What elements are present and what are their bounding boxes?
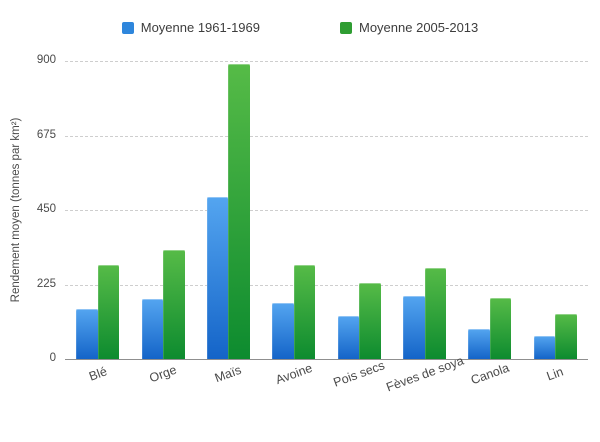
y-tick-label: 0 [49,352,56,364]
x-axis-label: Lin [545,364,566,384]
bar-green-5 [424,267,447,359]
bar-group-5: Fèves de soya [384,61,465,394]
bar-green-3 [293,264,316,359]
bar-green-4 [359,282,381,359]
bar-group-0: Blé [65,61,130,384]
bar-blue-4 [337,315,360,359]
bar-green-2 [228,64,250,359]
x-axis-label: Fèves de soya [383,353,466,395]
x-axis-label: Pois secs [331,358,387,390]
chart-legend: Moyenne 1961-1969 Moyenne 2005-2013 [0,20,600,35]
y-tick-label: 900 [36,54,56,66]
bar-blue-6 [468,329,490,359]
bar-group-7: Lin [523,61,588,383]
legend-label: Moyenne 1961-1969 [140,20,260,35]
legend-item-green: Moyenne 2005-2013 [340,20,478,35]
legend-label: Moyenne 2005-2013 [359,20,479,35]
bar-group-3: Avoine [261,61,326,387]
bar-green-0 [97,264,120,359]
gridline-450 [65,210,588,211]
legend-swatch-icon [121,21,134,34]
plot-area: Blé Orge Maïs Avoine Pois secs Fèves de soya C… [65,61,588,394]
bar-blue-1 [141,299,164,359]
bar-green-1 [163,249,185,359]
legend-item-blue: Moyenne 1961-1969 [121,20,260,35]
x-axis-label: Avoine [273,360,315,388]
y-tick-label: 450 [36,203,56,215]
bar-blue-2 [206,196,229,359]
bar-group-4: Pois secs [327,61,392,390]
legend-swatch-icon [340,21,352,34]
bar-blue-5 [403,296,425,359]
bar-green-6 [489,297,512,359]
bar-blue-3 [272,302,294,359]
bar-blue-0 [76,309,98,359]
bar-group-2: Maïs [196,61,261,385]
bar-group-6: Canola [457,61,522,387]
y-tick-label: 675 [36,128,56,141]
x-axis-label: Blé [86,364,109,384]
bar-blue-7 [533,335,556,359]
gridline-225 [65,284,588,286]
y-tick-label: 225 [36,277,56,290]
x-axis-label: Orge [147,362,179,386]
bar-green-7 [555,314,577,359]
x-axis-label: Maïs [213,362,244,386]
x-axis-label: Canola [468,360,511,388]
bar-group-1: Orge [130,61,195,385]
plot-groups: Blé Orge Maïs Avoine Pois secs Fèves de soya C… [65,61,588,394]
gridline-675 [65,135,588,137]
gridline-900 [65,61,588,62]
